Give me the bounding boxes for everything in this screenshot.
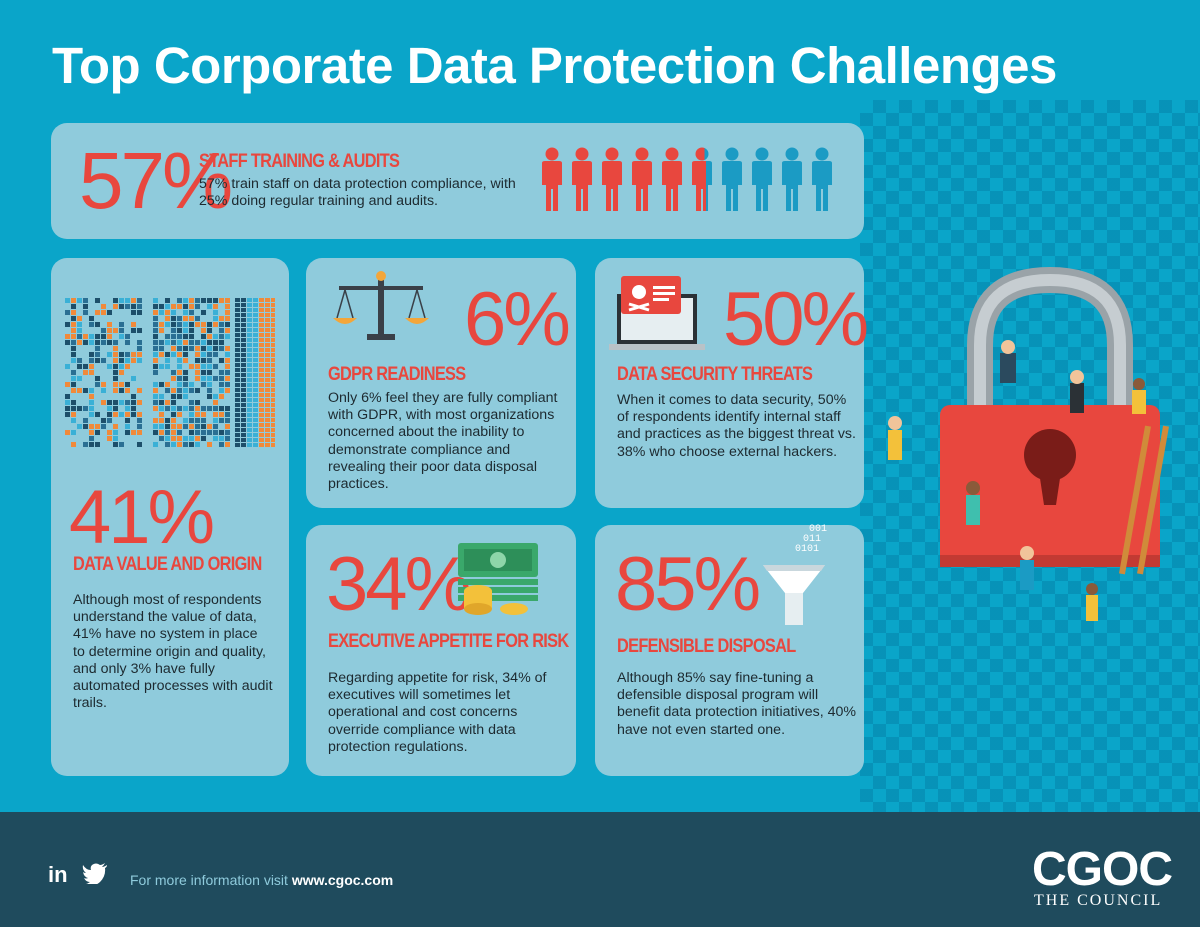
person-icon — [542, 147, 562, 211]
data-value-card: 41% DATA VALUE AND ORIGIN Although most … — [51, 258, 289, 776]
gdpr-stat: 6% — [464, 277, 571, 362]
person-icon — [692, 147, 712, 211]
gdpr-heading: GDPR READINESS — [328, 364, 466, 385]
risk-heading: EXECUTIVE APPETITE FOR RISK — [328, 631, 569, 652]
linkedin-icon[interactable]: in — [48, 862, 68, 887]
gdpr-text: Only 6% feel they are fully compliant wi… — [328, 390, 558, 493]
gdpr-card: 6% GDPR READINESS Only 6% feel they are … — [306, 258, 576, 508]
scales-icon — [333, 271, 429, 340]
padlock-illustration — [888, 266, 1169, 621]
laptop-threat-icon — [609, 276, 705, 350]
risk-text: Regarding appetite for risk, 34% of exec… — [328, 670, 547, 755]
binary-digits: 001 011 0101 — [795, 525, 827, 555]
security-stat: 50% — [723, 277, 869, 362]
data-value-stat: 41% — [69, 475, 215, 560]
person-icon — [722, 147, 742, 211]
risk-card: 34% EXECUTIVE APPETITE FOR RISK Regardin… — [306, 525, 576, 776]
person-icon — [632, 147, 652, 211]
disposal-heading: DEFENSIBLE DISPOSAL — [617, 636, 796, 657]
security-heading: DATA SECURITY THREATS — [617, 364, 813, 385]
person-icon — [572, 147, 592, 211]
footer-info: For more information visit www.cgoc.com — [130, 872, 393, 888]
staff-stat: 57% — [79, 136, 233, 225]
page-title: Top Corporate Data Protection Challenges — [52, 37, 1057, 94]
security-card: 50% DATA SECURITY THREATS When it comes … — [595, 258, 869, 508]
money-stack-icon — [458, 543, 538, 615]
data-pixels-illustration — [65, 298, 275, 447]
footer: in For more information visit www.cgoc.c… — [0, 812, 1200, 927]
risk-stat: 34% — [326, 542, 472, 627]
footer-url-link[interactable]: www.cgoc.com — [291, 872, 394, 888]
funnel-icon — [763, 565, 825, 625]
staff-training-card: 57% STAFF TRAINING & AUDITS 57% train st… — [51, 123, 864, 239]
logo-tagline: THE COUNCIL — [1034, 892, 1163, 909]
staff-text: 57% train staff on data protection compl… — [199, 176, 516, 210]
person-icon — [782, 147, 802, 211]
disposal-text: Although 85% say fine-tuning a defensibl… — [617, 670, 856, 738]
person-icon — [662, 147, 682, 211]
cgoc-logo: CGOC — [1032, 843, 1173, 896]
person-icon — [812, 147, 832, 211]
binary-line-3: 0101 — [795, 544, 820, 555]
binary-line-1: 001 — [809, 524, 828, 535]
footer-info-prefix: For more information visit — [130, 872, 292, 888]
person-icon — [602, 147, 622, 211]
binary-line-2: 011 — [803, 534, 822, 545]
data-value-text: Although most of respondents understand … — [73, 592, 273, 712]
disposal-stat: 85% — [615, 542, 761, 627]
twitter-icon[interactable] — [82, 862, 108, 884]
security-text: When it comes to data security, 50% of r… — [617, 392, 856, 460]
disposal-card: 85% 001 011 0101 DEFENSIBLE DISPOSAL Alt… — [595, 525, 864, 776]
person-icon — [752, 147, 772, 211]
data-value-heading: DATA VALUE AND ORIGIN — [73, 554, 262, 575]
staff-heading: STAFF TRAINING & AUDITS — [199, 151, 400, 172]
